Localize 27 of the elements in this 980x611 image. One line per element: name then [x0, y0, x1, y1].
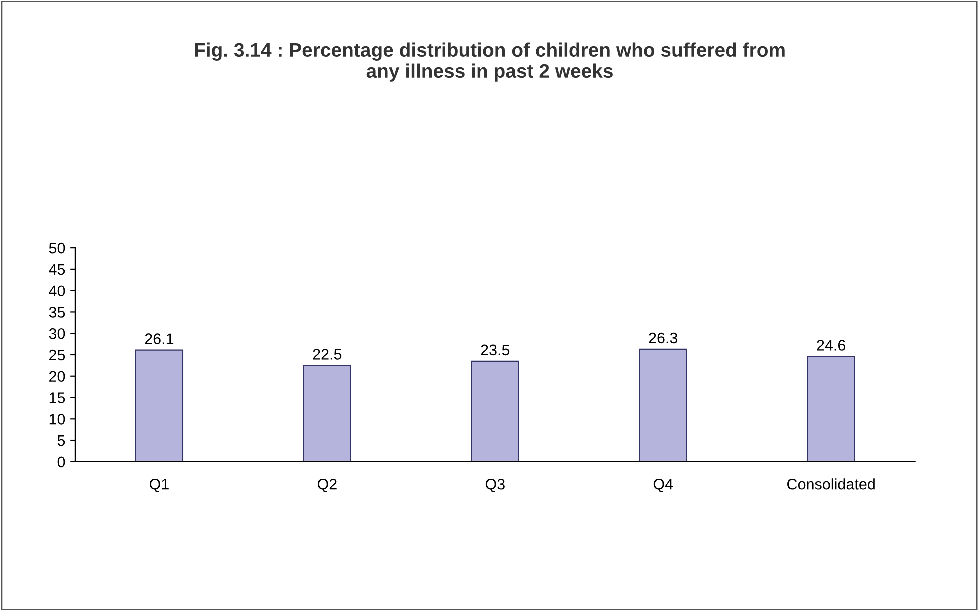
- bar: [807, 356, 856, 462]
- bar: [639, 348, 688, 462]
- data-label: 22.5: [313, 349, 342, 360]
- x-tick-label: Q4: [654, 478, 674, 493]
- y-tick-label: 30: [49, 328, 66, 340]
- y-tick-label: 40: [49, 286, 66, 297]
- y-tick-label: 20: [50, 371, 66, 382]
- y-tick-label: 25: [50, 350, 66, 361]
- bar: [135, 350, 184, 462]
- x-tick-label: Q3: [486, 478, 505, 493]
- y-tick-label: 50: [49, 242, 66, 254]
- chart-title: Fig. 3.14 : Percentage distribution of children who suffered from any illness in past 2 weeks: [195, 42, 785, 82]
- data-label: 26.3: [649, 332, 678, 344]
- bar: [303, 365, 352, 462]
- y-tick-label: 35: [49, 307, 66, 318]
- x-tick-label: Q1: [150, 478, 169, 493]
- data-label: 23.5: [481, 344, 510, 356]
- y-tick-label: 10: [50, 414, 66, 425]
- data-label: 24.6: [817, 340, 846, 351]
- y-tick-label: 5: [58, 436, 66, 446]
- data-label: 26.1: [145, 334, 174, 344]
- x-tick-label: Q2: [318, 478, 337, 493]
- y-tick-label: 15: [50, 392, 66, 404]
- bar: [471, 360, 520, 462]
- x-tick-label: Consolidated: [788, 478, 875, 490]
- y-tick-label: 0: [58, 456, 66, 468]
- y-tick-label: 45: [49, 264, 66, 276]
